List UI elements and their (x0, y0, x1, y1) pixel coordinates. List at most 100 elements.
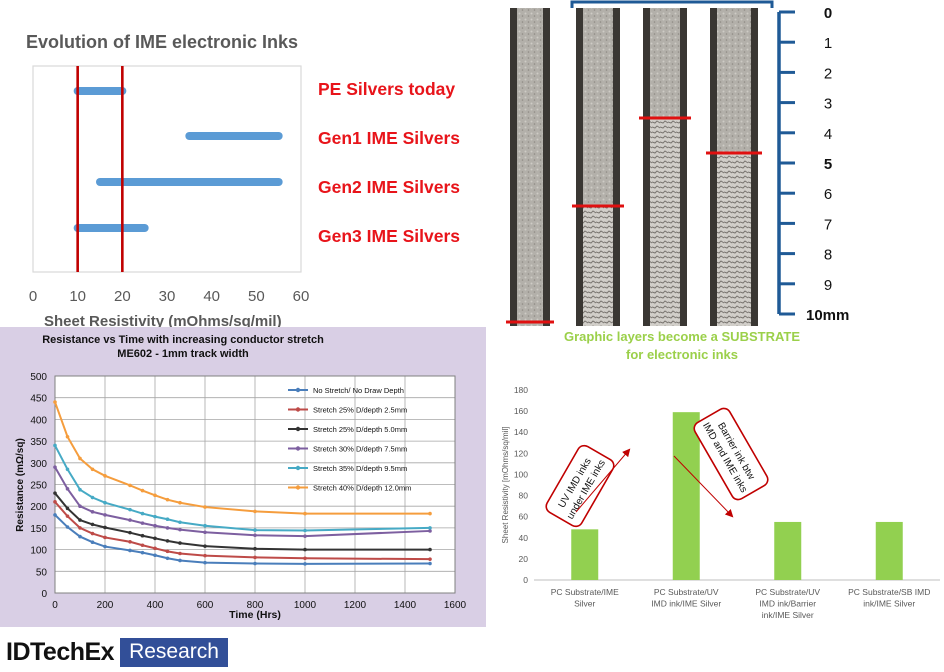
y-tick-label: 250 (30, 481, 47, 492)
x-tick-label: 1000 (294, 600, 317, 611)
y-tick-label: 300 (30, 459, 47, 470)
x-tick-label: 0 (29, 288, 37, 305)
legend-label: Stretch 35% D/depth 9.5mm (313, 464, 407, 473)
y-tick-label: 450 (30, 394, 47, 405)
series-point (65, 434, 70, 439)
photo-strip-ink (517, 8, 543, 326)
legend-label: Stretch 25% D/depth 5.0mm (313, 425, 407, 434)
series-point (153, 523, 157, 528)
x-tick-label: 400 (147, 600, 164, 611)
series-point (203, 523, 207, 528)
series-point (428, 529, 432, 533)
y-axis-label: Sheet Resistivity [mOhms/sq/mil] (501, 427, 510, 544)
series-point (303, 534, 307, 538)
series-point (165, 517, 170, 522)
series-point (128, 530, 132, 535)
annotation-arrow (673, 455, 734, 518)
legend-marker (295, 387, 301, 393)
series-point (140, 511, 145, 516)
scale-tick-label: 8 (824, 247, 832, 264)
series-point (103, 500, 107, 505)
resistance-vs-time-chart: Resistance vs Time with increasing condu… (15, 334, 467, 621)
series-point (128, 507, 132, 512)
series-point (78, 456, 82, 461)
x-tick-label: 1600 (444, 600, 467, 611)
ime-evolution-chart-title: Evolution of IME electronic Inks (26, 32, 299, 52)
x-tick-label: 1200 (344, 600, 367, 611)
series-point (140, 543, 145, 548)
series-point (78, 518, 82, 522)
y-tick-label: 500 (30, 372, 47, 383)
y-tick-label: 180 (514, 385, 528, 395)
sheet-resistivity-bar-chart: 0 20 40 60 80 100 120 140 160 180 Sheet Resistivit… (501, 385, 940, 620)
scale-tick-label: 6 (824, 186, 832, 203)
series-point (78, 534, 82, 539)
bar (774, 521, 802, 580)
series-point (53, 443, 57, 448)
annotation-arrow (575, 448, 631, 513)
resistance-vs-time-panel: Resistance vs Time with increasing condu… (0, 327, 486, 627)
series-point (203, 505, 207, 509)
series-point (428, 511, 432, 516)
y-tick-label: 0 (523, 575, 528, 585)
series-point (253, 546, 257, 551)
series-point (303, 556, 307, 561)
series-line (54, 401, 430, 515)
y-tick-label: 80 (519, 491, 529, 501)
series-point (90, 495, 95, 500)
series-point (78, 526, 82, 530)
y-tick-label: 100 (514, 469, 528, 479)
scale-tick-label: 2 (824, 65, 832, 82)
legend-marker (295, 426, 301, 432)
x-tick-label: 1400 (394, 600, 417, 611)
category-label: PC Substrate/UV (654, 587, 719, 597)
series-point (53, 513, 57, 517)
scale-tick-label: 1 (824, 35, 832, 52)
series-point (78, 487, 82, 492)
series-point (253, 533, 257, 538)
category-label: PC Substrate/SB IMD (848, 587, 930, 597)
scale-tick-label: 0 (824, 5, 832, 22)
legend-marker (295, 465, 301, 471)
series-point (253, 555, 257, 560)
series-point (165, 526, 170, 530)
series-line (54, 501, 431, 561)
legend-label: No Stretch/ No Draw Depth (313, 386, 404, 395)
category-label: IMD ink/Barrier (759, 599, 816, 609)
x-tick-label: 200 (97, 600, 114, 611)
legend-label: Stretch 40% D/depth 12.0mm (313, 484, 411, 493)
bar (875, 521, 903, 580)
logo-wordmark: IDTechEx (6, 637, 115, 666)
chart-subtitle: ME602 - 1mm track width (117, 348, 249, 360)
y-tick-label: 160 (514, 406, 528, 416)
x-tick-label: 50 (248, 288, 265, 305)
category-label: PC Substrate/UV (755, 587, 820, 597)
series-point (103, 535, 107, 540)
series-point (90, 467, 95, 472)
series-point (253, 509, 257, 514)
series-point (253, 561, 257, 566)
annotation-box (545, 444, 615, 528)
category-label-gen3: Gen3 IME Silvers (318, 226, 461, 246)
series-point (140, 550, 145, 555)
legend-marker (295, 446, 301, 451)
series-point (65, 506, 70, 511)
series-point (203, 530, 207, 535)
series-point (90, 540, 95, 545)
series-point (203, 560, 207, 565)
x-tick-label: 600 (197, 600, 214, 611)
photo-strip-cracked-region (717, 153, 751, 326)
logo-research-tag: Research (120, 637, 228, 667)
x-tick-label: 60 (293, 288, 310, 305)
series-point (178, 520, 182, 525)
series-point (65, 514, 70, 518)
chart-title: Resistance vs Time with increasing condu… (42, 334, 324, 346)
y-axis-label: Resistance (mΩ/sq) (15, 438, 26, 532)
category-label-pe-silvers: PE Silvers today (318, 79, 456, 99)
series-point (53, 491, 57, 495)
y-tick-label: 350 (30, 437, 47, 448)
series-point (128, 539, 132, 544)
ime-evolution-chart: 0 10 20 30 40 50 60 Sheet Resistivity (mOhms/sq… (29, 65, 310, 330)
series-point (140, 521, 145, 525)
